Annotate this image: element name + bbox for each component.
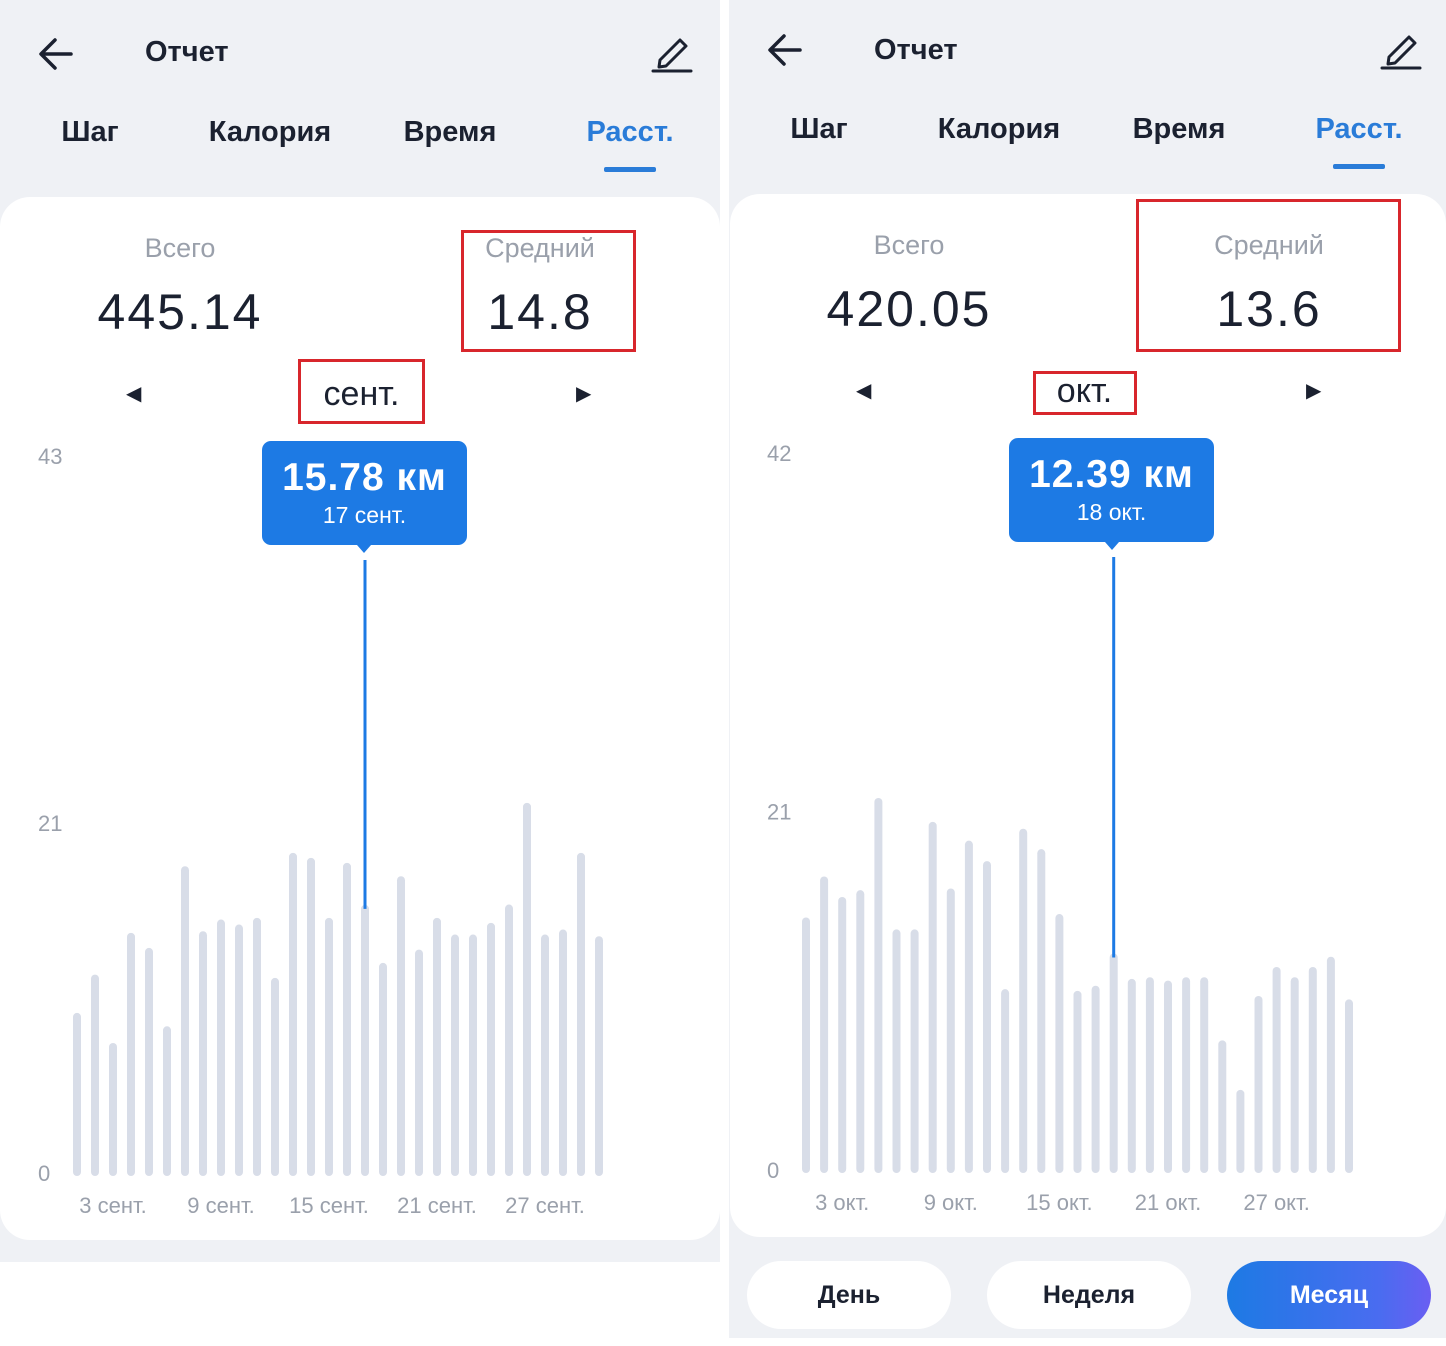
total-value: 420.05 <box>826 281 992 337</box>
x-axis-tick-label: 15 сент. <box>289 1193 369 1218</box>
tooltip-date: 17 сент. <box>322 502 407 528</box>
tab-steps[interactable]: Шаг <box>61 116 119 148</box>
tab-time[interactable]: Время <box>1132 113 1226 145</box>
edit-pencil-icon[interactable] <box>650 30 694 74</box>
back-arrow-icon[interactable] <box>38 36 74 72</box>
y-axis-tick-label: 43 <box>38 444 62 469</box>
prev-month-icon[interactable]: ◀ <box>856 380 872 402</box>
period-month-button[interactable]: Месяц <box>1227 1261 1431 1329</box>
tooltip-value: 12.39 км <box>1029 453 1194 496</box>
selected-day-tooltip: 15.78 км 17 сент. <box>262 441 467 545</box>
app-header: Отчет <box>729 0 1446 100</box>
tab-distance[interactable]: Расст. <box>1315 113 1403 145</box>
y-axis-tick-label: 0 <box>38 1161 50 1186</box>
tab-steps[interactable]: Шаг <box>790 113 848 145</box>
month-highlight-box <box>298 359 425 424</box>
x-axis-tick-label: 27 сент. <box>505 1193 585 1218</box>
x-axis-tick-label: 15 окт. <box>1026 1190 1092 1215</box>
average-value: 14.8 <box>487 284 593 340</box>
next-month-icon[interactable]: ▶ <box>1306 380 1322 402</box>
prev-month-icon[interactable]: ◀ <box>126 383 142 405</box>
active-tab-indicator <box>1333 164 1385 169</box>
report-screen-october: Отчет Шаг Калория Время Расст. Всего 420… <box>729 0 1446 1338</box>
average-label: Средний <box>485 233 595 263</box>
y-axis-tick-label: 21 <box>767 800 791 825</box>
tab-distance[interactable]: Расст. <box>586 116 674 148</box>
period-day-button[interactable]: День <box>747 1261 951 1329</box>
tooltip-date: 18 окт. <box>1076 499 1147 525</box>
total-value: 445.14 <box>97 284 263 340</box>
tooltip-pointer <box>1105 542 1119 550</box>
x-axis-tick-label: 27 окт. <box>1243 1190 1309 1215</box>
x-axis-tick-label: 3 окт. <box>815 1190 869 1215</box>
period-week-button[interactable]: Неделя <box>987 1261 1191 1329</box>
distance-bar-chart: 0 21 43 3 сент. 9 сент. 15 сент. 21 сент. 27 се… <box>38 444 603 1218</box>
total-label: Всего <box>144 233 216 263</box>
next-month-icon[interactable]: ▶ <box>576 383 592 405</box>
back-arrow-icon[interactable] <box>767 32 803 68</box>
stats-card: Всего 420.05 Средний 13.6 ◀ окт. ▶ <box>730 194 1446 1237</box>
y-axis-tick-label: 0 <box>767 1158 779 1183</box>
average-value: 13.6 <box>1216 281 1322 337</box>
y-axis-tick-label: 42 <box>767 441 791 466</box>
average-label: Средний <box>1214 230 1324 260</box>
tab-calories[interactable]: Калория <box>937 113 1061 145</box>
tooltip-pointer <box>357 545 371 553</box>
report-screen-september: Отчет Шаг Калория Время Расст. Всего 445… <box>0 0 720 1262</box>
y-axis-tick-label: 21 <box>38 811 62 836</box>
month-highlight-box <box>1033 371 1137 415</box>
x-axis-tick-label: 3 сент. <box>79 1193 146 1218</box>
total-label: Всего <box>873 230 945 260</box>
edit-pencil-icon[interactable] <box>1379 27 1423 71</box>
app-header: Отчет <box>0 0 720 100</box>
x-axis-tick-label: 9 сент. <box>187 1193 254 1218</box>
x-axis-tick-label: 9 окт. <box>924 1190 978 1215</box>
selected-day-tooltip: 12.39 км 18 окт. <box>1009 438 1214 542</box>
page-title: Отчет <box>874 34 958 66</box>
x-axis-tick-label: 21 сент. <box>397 1193 477 1218</box>
month-label: окт. <box>1056 372 1113 410</box>
tab-calories[interactable]: Калория <box>208 116 332 148</box>
tooltip-value: 15.78 км <box>282 456 447 499</box>
month-label: сент. <box>323 375 400 413</box>
page-title: Отчет <box>145 36 229 68</box>
active-tab-indicator <box>604 167 656 172</box>
x-axis-tick-label: 21 окт. <box>1135 1190 1201 1215</box>
average-highlight-box <box>1136 199 1401 352</box>
distance-bar-chart: 0 21 42 3 окт. 9 окт. 15 окт. 21 окт. 27 окт. <box>767 441 1353 1215</box>
average-highlight-box <box>461 230 636 352</box>
tab-time[interactable]: Время <box>403 116 497 148</box>
stats-card: Всего 445.14 Средний 14.8 ◀ сент. ▶ <box>0 197 720 1240</box>
